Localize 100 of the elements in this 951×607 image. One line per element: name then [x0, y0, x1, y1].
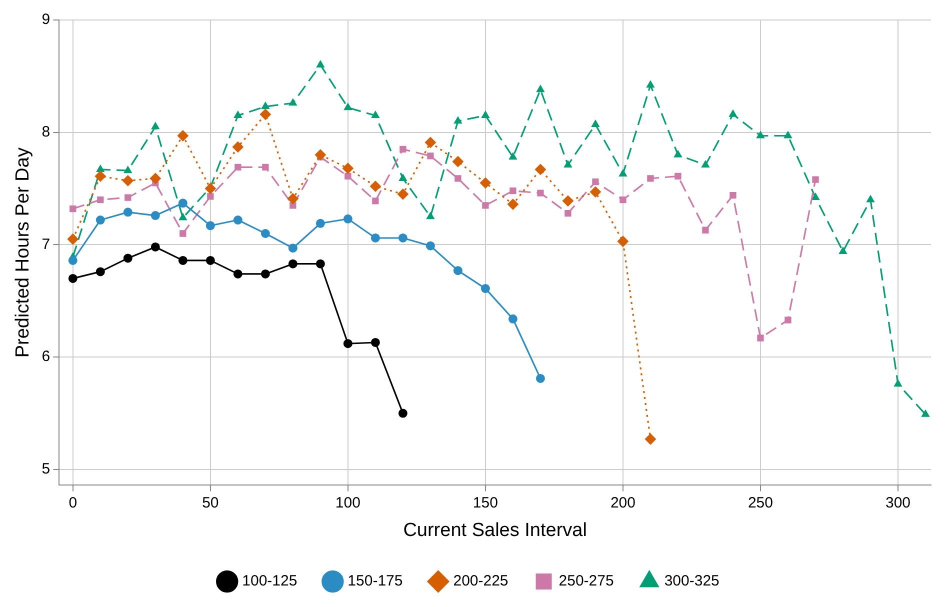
point	[674, 172, 682, 180]
legend-label: 150-175	[348, 572, 403, 590]
point	[398, 174, 407, 181]
point	[234, 164, 242, 171]
point	[481, 111, 490, 118]
point	[316, 259, 325, 268]
point	[866, 195, 874, 202]
point	[150, 242, 160, 252]
point	[260, 229, 270, 238]
legend-label: 100-125	[242, 572, 298, 590]
y-tick-label: 9	[42, 11, 50, 28]
point	[70, 205, 76, 212]
point	[180, 230, 186, 237]
point	[343, 339, 352, 348]
point	[427, 152, 434, 160]
point	[398, 233, 408, 242]
point	[839, 246, 847, 254]
point	[370, 233, 380, 242]
point	[508, 314, 518, 324]
point	[316, 60, 324, 68]
point	[178, 213, 187, 220]
point	[287, 193, 298, 204]
point	[702, 226, 709, 234]
point	[426, 241, 435, 250]
point	[536, 374, 545, 383]
point	[757, 334, 764, 342]
point	[812, 193, 820, 200]
point	[398, 408, 408, 418]
point	[454, 116, 462, 124]
point	[262, 164, 269, 171]
x-tick-label: 50	[202, 494, 219, 512]
x-axis-title: Current Sales Interval	[403, 520, 587, 541]
point	[178, 198, 188, 208]
point	[702, 160, 710, 168]
point	[370, 180, 381, 192]
point	[590, 186, 601, 198]
y-axis-title: Predicted Hours Per Day	[12, 147, 34, 358]
point	[122, 175, 134, 186]
point	[370, 338, 380, 347]
point	[784, 316, 792, 324]
point	[94, 170, 106, 182]
point	[123, 254, 132, 263]
point	[260, 108, 271, 120]
x-tick-label: 300	[885, 494, 911, 512]
legend-label: 200-225	[453, 572, 508, 590]
point	[644, 434, 656, 445]
point	[371, 111, 380, 118]
point	[124, 166, 132, 174]
point	[454, 175, 462, 182]
y-tick-label: 8	[42, 124, 50, 141]
point	[424, 136, 436, 148]
point	[536, 85, 544, 92]
point	[507, 198, 518, 210]
point	[96, 216, 105, 225]
point	[562, 195, 574, 206]
point	[233, 269, 242, 278]
y-tick-label: 5	[42, 460, 50, 478]
point	[232, 141, 244, 152]
point	[178, 256, 188, 265]
point	[812, 176, 819, 183]
point	[894, 380, 902, 387]
point	[646, 80, 654, 88]
point	[482, 202, 489, 209]
point	[177, 130, 188, 142]
point	[206, 256, 215, 265]
point	[534, 164, 546, 175]
point	[342, 162, 354, 174]
point	[591, 120, 600, 127]
point	[68, 274, 78, 283]
point	[96, 267, 105, 276]
point	[592, 178, 599, 186]
point	[344, 172, 352, 180]
x-tick-label: 200	[610, 494, 636, 512]
point	[288, 259, 298, 268]
point	[206, 221, 215, 230]
point	[537, 190, 544, 196]
point	[397, 188, 408, 200]
point	[508, 152, 517, 160]
point	[207, 193, 214, 200]
point	[314, 149, 326, 160]
point	[316, 218, 325, 228]
point	[151, 122, 160, 130]
point	[784, 131, 792, 138]
point	[564, 210, 572, 217]
x-tick-label: 150	[472, 494, 498, 512]
point	[756, 131, 764, 138]
point	[922, 410, 930, 417]
y-tick-label: 6	[42, 348, 50, 366]
y-tick-label: 7	[42, 236, 50, 253]
legend-label: 300-325	[664, 572, 720, 590]
point	[564, 160, 572, 168]
x-tick-label: 100	[335, 494, 360, 512]
point	[97, 196, 104, 204]
point	[124, 194, 132, 201]
x-tick-label: 250	[748, 494, 773, 512]
point	[674, 150, 682, 158]
legend-label: 250-275	[558, 572, 614, 590]
point	[480, 284, 490, 294]
point	[426, 212, 434, 220]
point	[730, 192, 736, 199]
